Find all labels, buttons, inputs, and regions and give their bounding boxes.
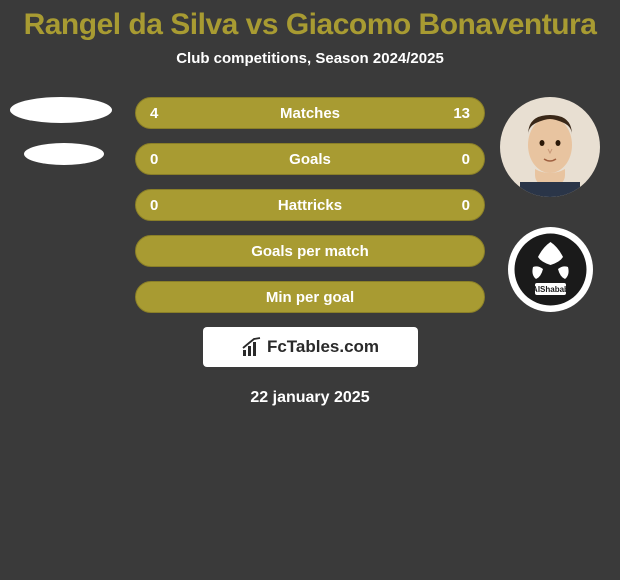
placeholder-ellipse-2 bbox=[24, 143, 104, 165]
comparison-area: AlShabab Matches413Goals00Hattricks00Goa… bbox=[0, 97, 620, 407]
placeholder-ellipse-1 bbox=[10, 97, 112, 123]
face-icon bbox=[500, 97, 600, 197]
stat-row: Goals per match bbox=[135, 235, 485, 267]
stat-left-value: 0 bbox=[150, 197, 158, 214]
left-player-avatars bbox=[10, 97, 110, 185]
stat-label: Matches bbox=[280, 105, 340, 122]
stat-label: Goals bbox=[289, 151, 331, 168]
player-photo bbox=[500, 97, 600, 197]
date-text: 22 january 2025 bbox=[10, 389, 610, 407]
stat-left-value: 4 bbox=[150, 105, 158, 122]
club-logo-icon: AlShabab bbox=[508, 227, 593, 312]
stat-row: Min per goal bbox=[135, 281, 485, 313]
club-badge: AlShabab bbox=[508, 227, 593, 312]
infographic-container: Rangel da Silva vs Giacomo Bonaventura C… bbox=[0, 0, 620, 580]
svg-text:AlShabab: AlShabab bbox=[532, 285, 569, 294]
chart-icon bbox=[241, 336, 263, 358]
stat-right-value: 13 bbox=[453, 105, 470, 122]
stat-right-value: 0 bbox=[462, 151, 470, 168]
brand-text: FcTables.com bbox=[267, 337, 379, 357]
stat-row: Matches 4 13 bbox=[135, 97, 485, 129]
stat-label: Hattricks bbox=[278, 197, 342, 214]
brand-badge: FcTables.com bbox=[203, 327, 418, 367]
right-player-column: AlShabab bbox=[500, 97, 600, 312]
stat-right-value: 0 bbox=[462, 197, 470, 214]
stat-row: Hattricks 0 0 bbox=[135, 189, 485, 221]
stat-label: Goals per match bbox=[251, 243, 369, 260]
stat-label: Min per goal bbox=[266, 289, 354, 306]
stat-left-value: 0 bbox=[150, 151, 158, 168]
stat-row: Goals 0 0 bbox=[135, 143, 485, 175]
season-subtitle: Club competitions, Season 2024/2025 bbox=[0, 50, 620, 67]
page-title: Rangel da Silva vs Giacomo Bonaventura bbox=[0, 0, 620, 42]
